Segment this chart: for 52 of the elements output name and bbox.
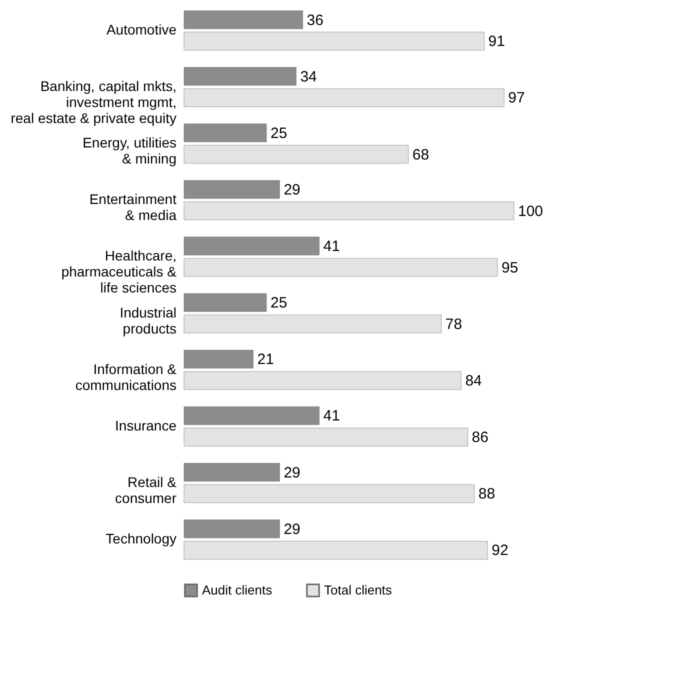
y-tick-label: Energy, utilities & mining: [82, 134, 176, 167]
bar: [184, 88, 504, 107]
data-label: 29: [284, 520, 300, 538]
data-label: 97: [508, 90, 525, 107]
legend-label: Total clients: [324, 582, 392, 598]
y-tick-label: Healthcare, pharmaceuticals & life sciences: [61, 248, 178, 296]
bar: [184, 371, 462, 390]
bar: [184, 428, 468, 446]
y-tick-label: Retail & consumer: [115, 474, 178, 506]
data-label: 25: [270, 124, 288, 142]
y-tick-label: Banking, capital mkts, investment mgmt, real estate & private equity: [10, 78, 176, 126]
data-label: 92: [492, 542, 508, 560]
bar: [184, 67, 296, 86]
data-label: 34: [300, 68, 317, 86]
bar: [184, 406, 320, 425]
data-label: 84: [465, 372, 482, 390]
y-tick-label: Technology: [106, 530, 176, 547]
bar: [184, 293, 267, 312]
bar: [184, 236, 320, 256]
data-label: 25: [270, 294, 288, 312]
data-label: 100: [518, 202, 544, 220]
bar: [184, 202, 514, 220]
bar: [184, 258, 498, 277]
bar: [184, 541, 488, 560]
data-label: 21: [257, 351, 274, 368]
data-label: 41: [323, 238, 340, 256]
y-tick-label: Entertainment & media: [89, 191, 177, 224]
data-label: 29: [284, 181, 300, 198]
bar: [184, 32, 484, 50]
data-label: 68: [412, 146, 430, 164]
data-label: 78: [445, 316, 462, 333]
bar: [184, 180, 280, 199]
y-tick-label: Industrial products: [120, 304, 176, 336]
bar: [184, 124, 267, 142]
bar: [184, 10, 303, 29]
data-label: 29: [284, 464, 300, 482]
bar: [184, 484, 475, 503]
data-label: 36: [306, 12, 324, 29]
y-tick-label: Information & communications: [75, 360, 178, 393]
bar: [184, 314, 442, 334]
data-label: 91: [488, 33, 505, 50]
legend-label: Audit clients: [202, 582, 273, 598]
y-tick-label: Automotive: [106, 21, 177, 38]
data-label: 41: [323, 408, 340, 425]
bar: [184, 145, 409, 164]
data-label: 86: [472, 429, 488, 446]
data-label: 95: [502, 259, 518, 276]
bar: [184, 350, 254, 368]
bar: [184, 520, 280, 538]
data-label: 88: [478, 486, 496, 503]
bar: [184, 463, 280, 482]
y-tick-label: Insurance: [115, 417, 177, 434]
